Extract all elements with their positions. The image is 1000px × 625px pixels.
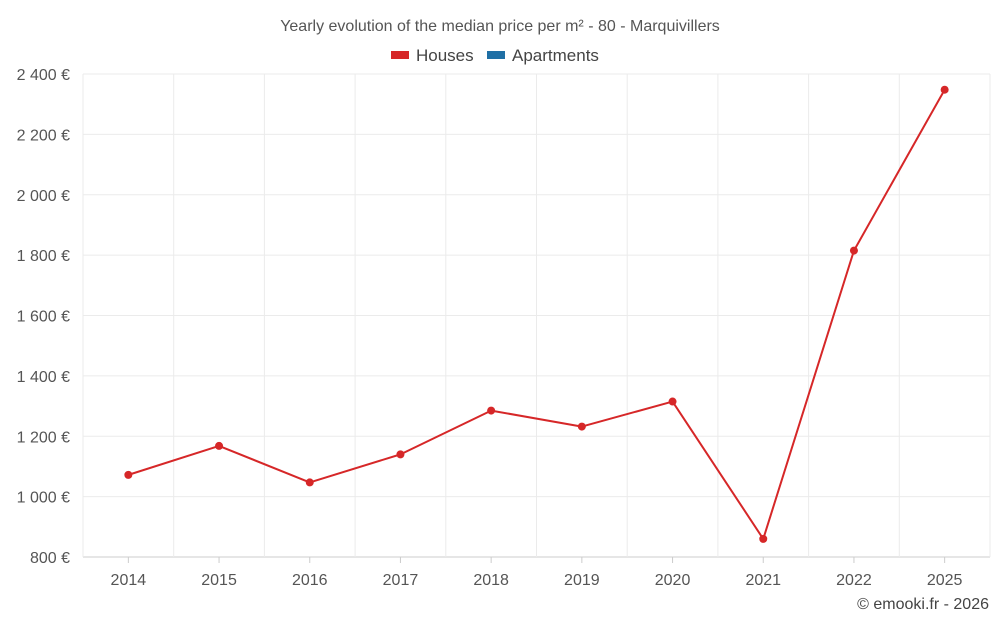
chart-title: Yearly evolution of the median price per… <box>280 18 720 35</box>
legend-swatch-apartments <box>487 51 505 59</box>
data-point-houses[interactable] <box>215 441 224 450</box>
data-point-houses[interactable] <box>124 470 133 479</box>
y-tick-label: 1 800 € <box>17 248 70 265</box>
x-tick-label: 2016 <box>292 572 328 589</box>
y-tick-label: 1 400 € <box>17 369 70 386</box>
x-tick-label: 2014 <box>111 572 147 589</box>
y-tick-label: 1 600 € <box>17 309 70 326</box>
legend-item-apartments[interactable]: Apartments <box>487 46 599 65</box>
x-tick-label: 2017 <box>383 572 419 589</box>
legend[interactable]: Houses Apartments <box>391 46 599 65</box>
legend-swatch-houses <box>391 51 409 59</box>
axes: 800 € 1 000 € 1 200 € 1 400 € 1 600 € 1 800 €… <box>17 67 963 589</box>
data-point-houses[interactable] <box>849 246 858 255</box>
y-tick-label: 2 200 € <box>17 127 70 144</box>
y-tick-label: 2 000 € <box>17 188 70 205</box>
data-point-houses[interactable] <box>940 85 949 94</box>
legend-label-apartments: Apartments <box>512 46 599 65</box>
data-point-houses[interactable] <box>396 450 405 459</box>
data-point-houses[interactable] <box>487 406 496 415</box>
legend-item-houses[interactable]: Houses <box>391 46 474 65</box>
x-tick-label: 2021 <box>745 572 781 589</box>
data-point-houses[interactable] <box>577 422 586 431</box>
x-tick-label: 2019 <box>564 572 600 589</box>
series <box>124 85 949 543</box>
y-tick-label: 800 € <box>30 550 70 567</box>
x-tick-label: 2020 <box>655 572 691 589</box>
x-tick-label: 2025 <box>927 572 963 589</box>
y-tick-label: 2 400 € <box>17 67 70 84</box>
credit-text: © emooki.fr - 2026 <box>857 596 989 613</box>
y-tick-label: 1 200 € <box>17 429 70 446</box>
series-line-houses <box>128 89 946 540</box>
y-tick-label: 1 000 € <box>17 490 70 507</box>
x-tick-label: 2015 <box>201 572 237 589</box>
x-tick-label: 2018 <box>473 572 509 589</box>
data-point-houses[interactable] <box>668 397 677 406</box>
data-point-houses[interactable] <box>759 534 768 543</box>
data-point-houses[interactable] <box>305 478 314 487</box>
legend-label-houses: Houses <box>416 46 474 65</box>
x-tick-label: 2022 <box>836 572 872 589</box>
gridlines <box>82 73 991 558</box>
